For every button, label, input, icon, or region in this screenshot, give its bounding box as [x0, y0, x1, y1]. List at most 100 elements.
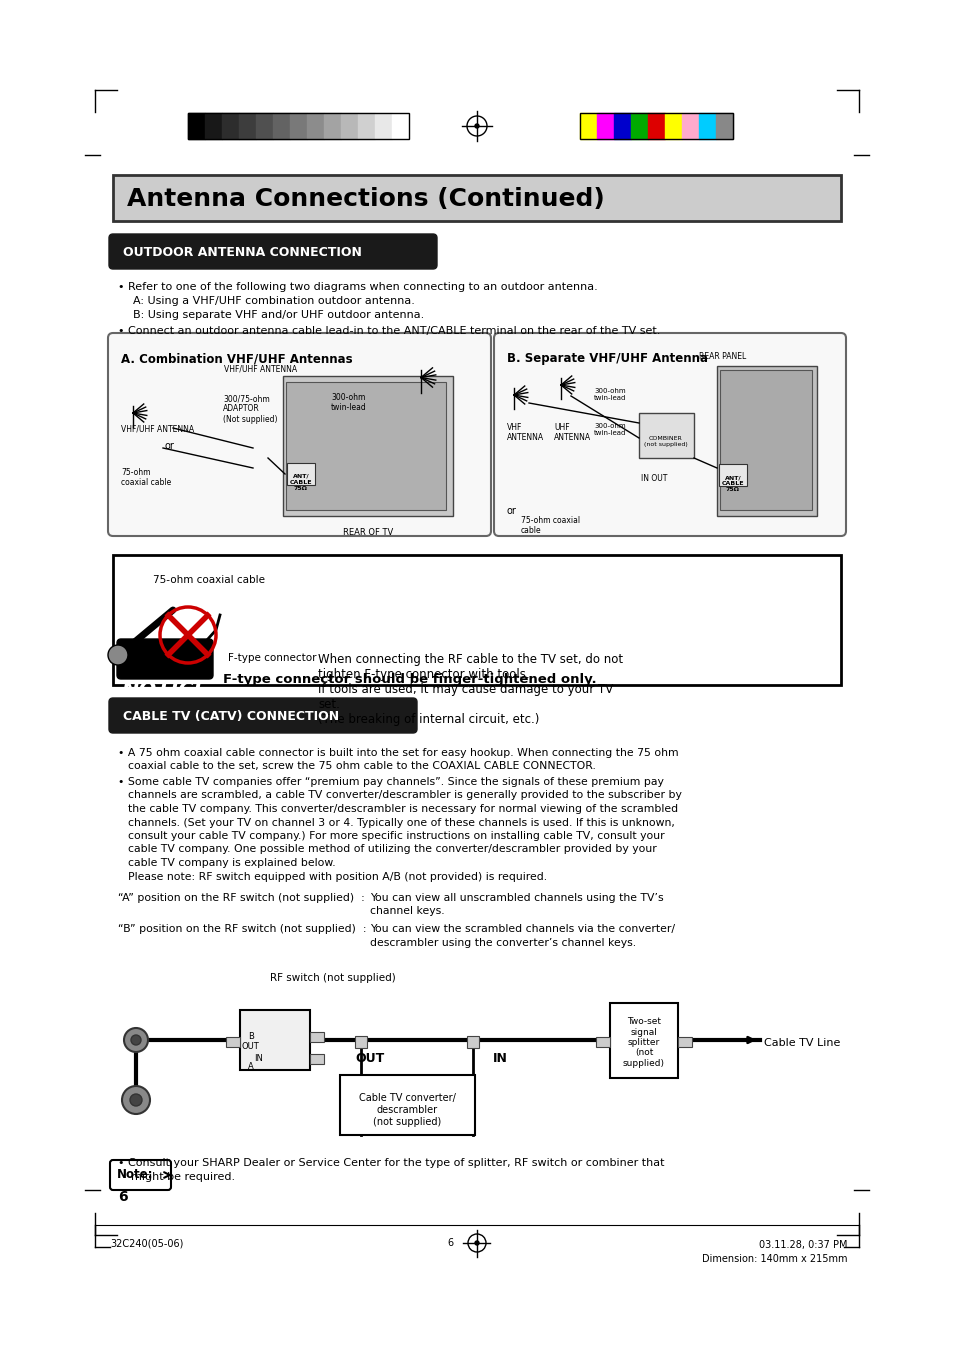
Bar [720, 370, 811, 509]
Text: • Connect an outdoor antenna cable lead-in to the ANT/CABLE terminal on the rear: • Connect an outdoor antenna cable lead-… [118, 326, 659, 336]
Text: ANT/
CABLE
75Ω: ANT/ CABLE 75Ω [290, 474, 312, 490]
Text: Note:: Note: [117, 1169, 153, 1182]
Bar [630, 113, 647, 139]
Text: (The breaking of internal circuit, etc.): (The breaking of internal circuit, etc.) [317, 713, 538, 725]
Bar [239, 113, 255, 139]
Bar [226, 1038, 240, 1047]
Bar [188, 113, 409, 139]
FancyBboxPatch shape [117, 639, 213, 680]
Text: If tools are used, it may cause damage to your TV: If tools are used, it may cause damage t… [317, 684, 613, 696]
Circle shape [122, 1086, 150, 1115]
Bar [307, 113, 324, 139]
Text: descrambler using the converter’s channel keys.: descrambler using the converter’s channe… [370, 938, 636, 947]
Bar [579, 113, 732, 139]
Bar [699, 113, 716, 139]
Text: A: A [248, 1062, 253, 1071]
Text: VHF/UHF ANTENNA: VHF/UHF ANTENNA [224, 365, 297, 374]
Bar [255, 113, 273, 139]
Bar [375, 113, 392, 139]
Text: “A” position on the RF switch (not supplied)  :: “A” position on the RF switch (not suppl… [118, 893, 364, 902]
Bar [609, 1002, 678, 1078]
Text: or: or [506, 507, 517, 516]
Text: set.: set. [317, 698, 339, 711]
Text: 75-ohm coaxial
cable: 75-ohm coaxial cable [520, 516, 579, 535]
Text: 75-ohm coaxial cable: 75-ohm coaxial cable [152, 576, 265, 585]
Text: “B” position on the RF switch (not supplied)  :: “B” position on the RF switch (not suppl… [118, 924, 366, 934]
Bar [324, 113, 340, 139]
Text: A: Using a VHF/UHF combination outdoor antenna.: A: Using a VHF/UHF combination outdoor a… [126, 296, 415, 305]
Text: NOTICE: NOTICE [121, 681, 208, 701]
Text: F-type connector: F-type connector [228, 653, 316, 663]
Bar [290, 113, 307, 139]
Text: VHF
ANTENNA: VHF ANTENNA [506, 423, 543, 442]
Text: IN OUT: IN OUT [640, 474, 667, 484]
Circle shape [475, 124, 478, 128]
Text: 300/75-ohm
ADAPTOR
(Not supplied): 300/75-ohm ADAPTOR (Not supplied) [223, 394, 277, 424]
Bar [467, 1036, 478, 1048]
Bar [188, 113, 205, 139]
Bar [719, 463, 746, 486]
Text: IN: IN [493, 1052, 507, 1065]
Text: • Consult your SHARP Dealer or Service Center for the type of splitter, RF switc: • Consult your SHARP Dealer or Service C… [118, 1158, 664, 1169]
Circle shape [124, 1028, 148, 1052]
Circle shape [130, 1094, 142, 1106]
Bar [112, 555, 841, 685]
Text: UHF
ANTENNA: UHF ANTENNA [554, 423, 591, 442]
Bar [310, 1054, 324, 1065]
Bar [678, 1038, 691, 1047]
Bar [339, 1075, 475, 1135]
Text: VHF/UHF ANTENNA: VHF/UHF ANTENNA [121, 424, 193, 434]
Bar [222, 113, 239, 139]
Text: Cable TV Line: Cable TV Line [763, 1038, 840, 1048]
Bar [392, 113, 409, 139]
Bar [273, 113, 290, 139]
Bar [596, 1038, 609, 1047]
Bar [716, 113, 732, 139]
Text: B. Separate VHF/UHF Antenna: B. Separate VHF/UHF Antenna [506, 353, 707, 365]
Bar [205, 113, 222, 139]
Bar [647, 113, 664, 139]
Text: or: or [165, 440, 174, 451]
Text: You can view all unscrambled channels using the TV’s: You can view all unscrambled channels us… [370, 893, 663, 902]
Text: Two-set
signal
splitter
(not
supplied): Two-set signal splitter (not supplied) [622, 1017, 664, 1067]
Text: 300-ohm
twin-lead: 300-ohm twin-lead [331, 393, 366, 412]
Text: OUTDOOR ANTENNA CONNECTION: OUTDOOR ANTENNA CONNECTION [123, 246, 361, 259]
Text: tighten F-type connector with tools.: tighten F-type connector with tools. [317, 667, 529, 681]
Bar [597, 113, 614, 139]
Text: ANT/
CABLE
75Ω: ANT/ CABLE 75Ω [721, 476, 743, 492]
Bar [614, 113, 630, 139]
Bar [340, 113, 357, 139]
Text: A. Combination VHF/UHF Antennas: A. Combination VHF/UHF Antennas [121, 353, 353, 365]
Bar [240, 1011, 310, 1070]
Circle shape [131, 1035, 141, 1046]
Text: 75-ohm
coaxial cable: 75-ohm coaxial cable [121, 467, 172, 488]
FancyBboxPatch shape [108, 332, 491, 536]
Bar [681, 113, 699, 139]
Text: COMBINER
(not supplied): COMBINER (not supplied) [643, 436, 687, 447]
Bar [112, 176, 841, 222]
Bar [639, 413, 693, 458]
FancyBboxPatch shape [494, 332, 845, 536]
Text: Dimension: 140mm x 215mm: Dimension: 140mm x 215mm [701, 1254, 847, 1265]
Text: REAR PANEL: REAR PANEL [699, 353, 745, 361]
Circle shape [475, 1242, 478, 1246]
Text: cable TV company is explained below.: cable TV company is explained below. [128, 858, 335, 867]
Text: Please note: RF switch equipped with position A/B (not provided) is required.: Please note: RF switch equipped with pos… [128, 871, 547, 881]
Bar [286, 382, 446, 509]
Text: When connecting the RF cable to the TV set, do not: When connecting the RF cable to the TV s… [317, 653, 622, 666]
Circle shape [108, 644, 128, 665]
Text: 6: 6 [118, 1190, 128, 1204]
Text: • Refer to one of the following two diagrams when connecting to an outdoor anten: • Refer to one of the following two diag… [118, 282, 598, 292]
Text: F-type connector should be finger-tightened only.: F-type connector should be finger-tighte… [223, 673, 596, 686]
Text: coaxial cable to the set, screw the 75 ohm cable to the COAXIAL CABLE CONNECTOR.: coaxial cable to the set, screw the 75 o… [128, 762, 596, 771]
Bar [717, 366, 816, 516]
FancyBboxPatch shape [110, 1161, 171, 1190]
Text: B: Using separate VHF and/or UHF outdoor antenna.: B: Using separate VHF and/or UHF outdoor… [126, 309, 424, 320]
Bar [579, 113, 597, 139]
Text: OUT: OUT [242, 1042, 259, 1051]
Text: IN: IN [253, 1054, 263, 1063]
Text: cable TV company. One possible method of utilizing the converter/descrambler pro: cable TV company. One possible method of… [128, 844, 656, 854]
Bar [287, 463, 314, 485]
Text: • A 75 ohm coaxial cable connector is built into the set for easy hookup. When c: • A 75 ohm coaxial cable connector is bu… [118, 748, 678, 758]
Bar [355, 1036, 367, 1048]
